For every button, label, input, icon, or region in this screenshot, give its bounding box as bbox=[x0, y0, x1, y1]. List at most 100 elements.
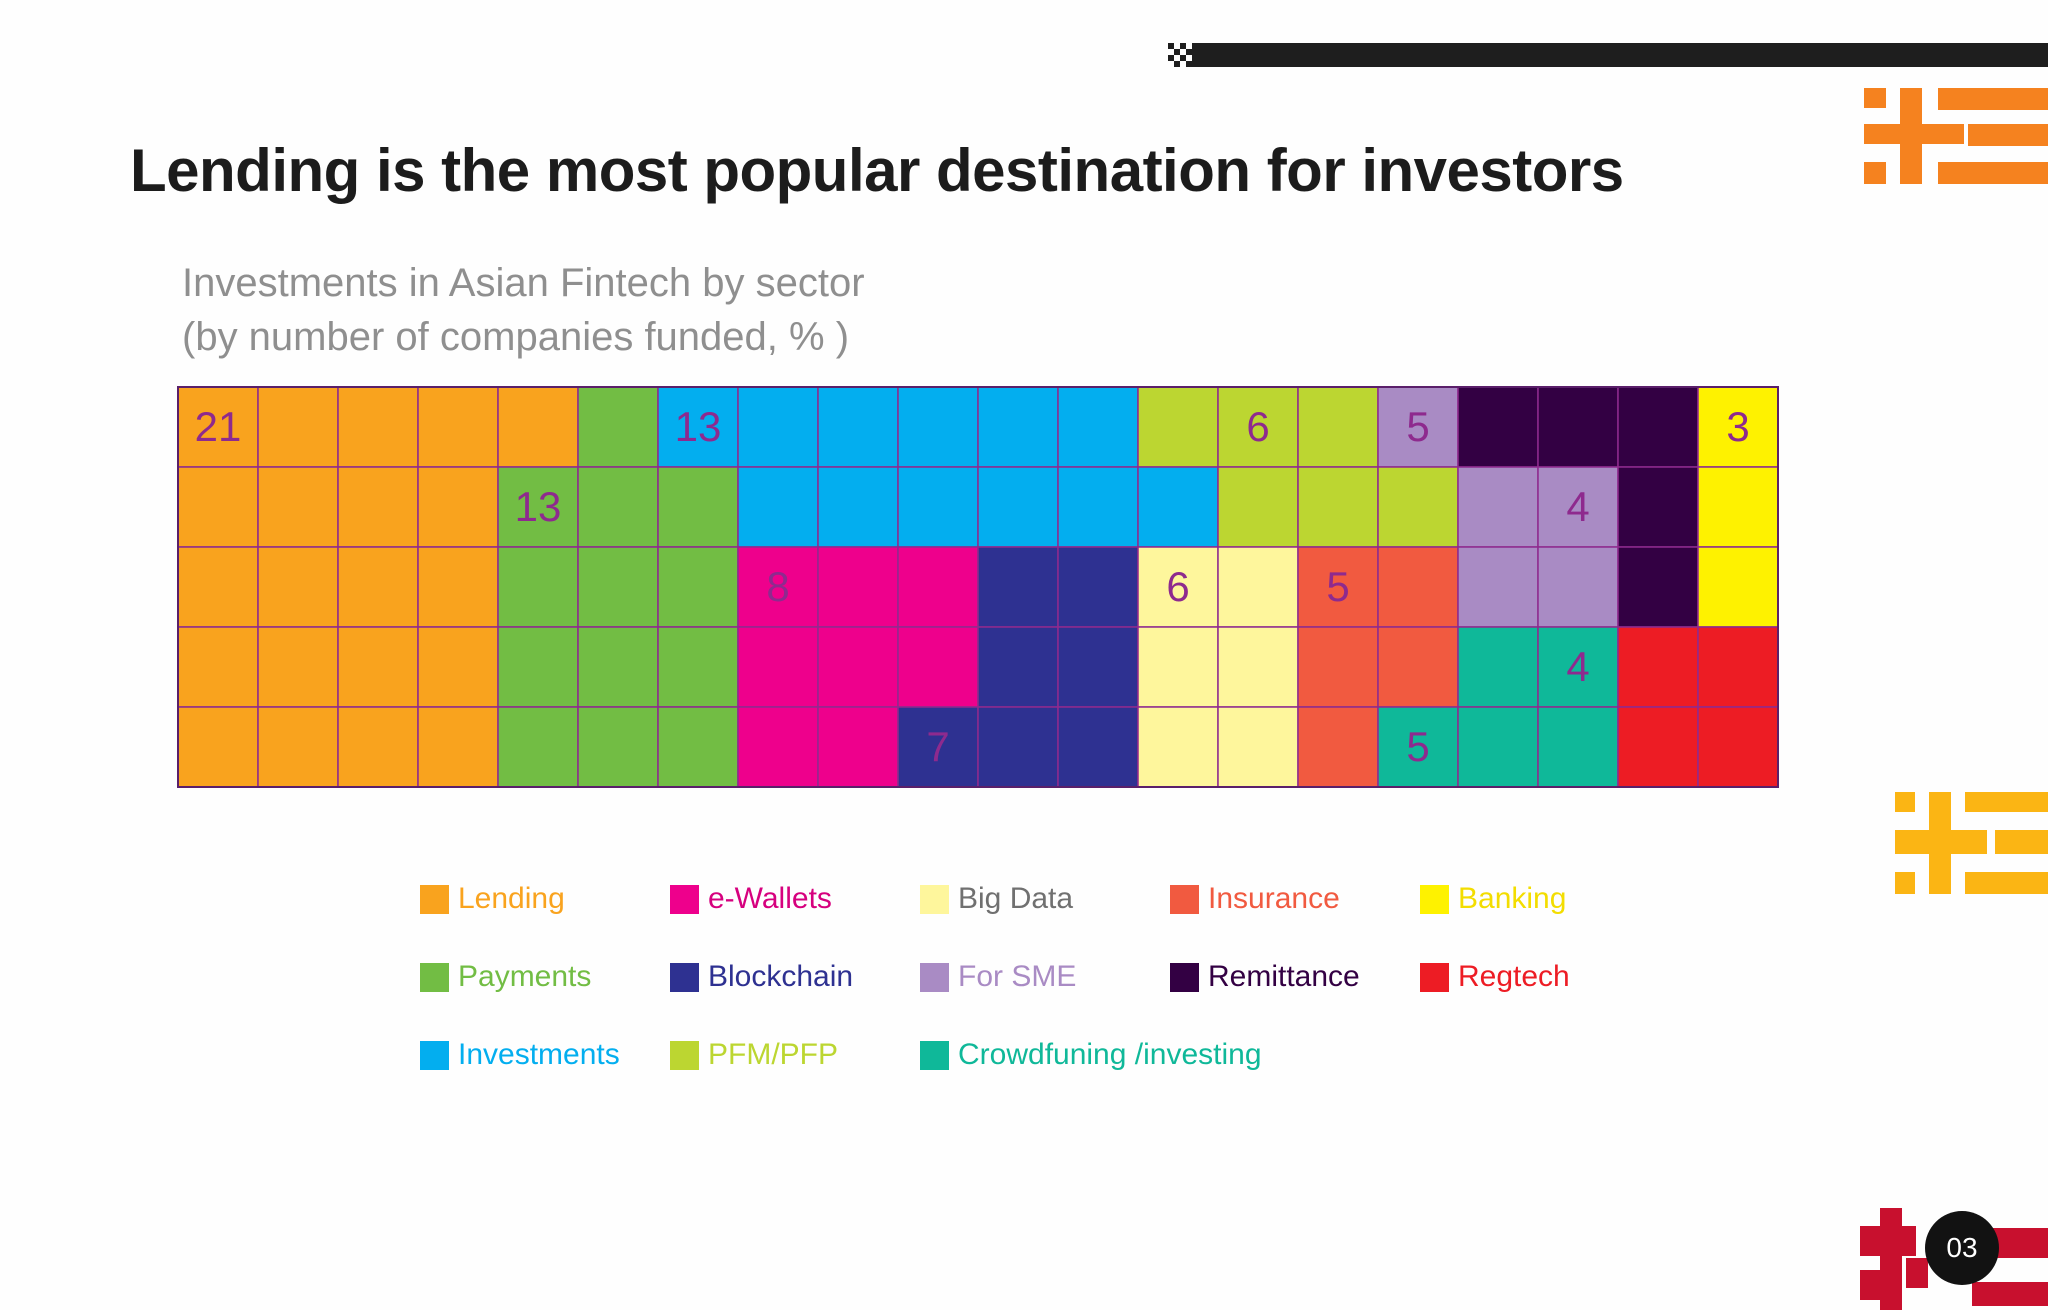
yellow-pixel-logo bbox=[1895, 792, 2048, 894]
waffle-cell-investments bbox=[897, 466, 979, 548]
value-label-investments: 13 bbox=[675, 403, 722, 450]
legend-swatch bbox=[1420, 962, 1449, 992]
waffle-cell-lending bbox=[177, 706, 259, 788]
legend-label: e-Wallets bbox=[708, 882, 832, 915]
waffle-cell-blockchain bbox=[1057, 546, 1139, 628]
waffle-cell-pfm-pfp bbox=[1377, 466, 1459, 548]
value-label-banking: 3 bbox=[1726, 403, 1749, 450]
top-bar bbox=[1192, 43, 2048, 67]
waffle-cell-investments bbox=[977, 386, 1059, 468]
waffle-cell-insurance bbox=[1377, 546, 1459, 628]
legend-label: Lending bbox=[458, 882, 565, 915]
legend-item-remittance: Remittance bbox=[1170, 958, 1420, 996]
legend-swatch bbox=[670, 884, 699, 914]
legend-item-pfm-pfp: PFM/PFP bbox=[670, 1036, 920, 1074]
page-title: Lending is the most popular destination … bbox=[130, 137, 1624, 204]
legend-label: Remittance bbox=[1208, 960, 1360, 993]
orange-pixel-logo bbox=[1864, 88, 2048, 186]
legend-label: Banking bbox=[1458, 882, 1567, 915]
legend-item-banking: Banking bbox=[1420, 880, 1640, 918]
waffle-cell-lending bbox=[417, 466, 499, 548]
value-label-payments: 13 bbox=[515, 483, 562, 530]
waffle-cell-lending bbox=[257, 546, 339, 628]
legend-item-for-sme: For SME bbox=[920, 958, 1170, 996]
waffle-cell-investments bbox=[817, 466, 899, 548]
waffle-cell-crowdfuning-investing bbox=[1537, 626, 1619, 708]
waffle-cell-insurance bbox=[1377, 626, 1459, 708]
legend-item-investments: Investments bbox=[420, 1036, 670, 1074]
waffle-cell-big-data bbox=[1137, 706, 1219, 788]
legend-label: Crowdfuning /investing bbox=[958, 1038, 1262, 1071]
waffle-cell-payments bbox=[577, 386, 659, 468]
legend-item-crowdfuning-investing: Crowdfuning /investing bbox=[920, 1036, 1262, 1074]
waffle-cell-lending bbox=[257, 626, 339, 708]
chart-subtitle-line-1: Investments in Asian Fintech by sector bbox=[182, 261, 865, 305]
legend-swatch bbox=[1420, 884, 1449, 914]
waffle-cell-blockchain bbox=[1057, 626, 1139, 708]
value-label-regtech: 4 bbox=[1566, 643, 1589, 690]
legend-item-big-data: Big Data bbox=[920, 880, 1170, 918]
page-number-badge: 03 bbox=[1925, 1211, 1999, 1285]
waffle-cell-crowdfuning-investing bbox=[1377, 706, 1459, 788]
waffle-cell-lending bbox=[177, 466, 259, 548]
legend-label: Blockchain bbox=[708, 960, 854, 993]
value-label-e-wallets: 8 bbox=[766, 563, 789, 610]
waffle-cell-for-sme bbox=[1537, 466, 1619, 548]
waffle-border bbox=[177, 386, 1779, 788]
waffle-cell-pfm-pfp bbox=[1297, 386, 1379, 468]
value-label-big-data: 6 bbox=[1166, 563, 1189, 610]
waffle-cell-blockchain bbox=[1057, 706, 1139, 788]
waffle-cell-lending bbox=[177, 626, 259, 708]
waffle-chart: 21 13 13 8 7 6 6 5 5 5 4 4 3 bbox=[177, 386, 1779, 788]
value-label-blockchain: 7 bbox=[926, 723, 949, 770]
waffle-cell-e-wallets bbox=[817, 706, 899, 788]
waffle-cell-e-wallets bbox=[897, 546, 979, 628]
legend-label: For SME bbox=[958, 960, 1077, 993]
waffle-cell-payments bbox=[657, 626, 739, 708]
value-label-for-sme: 5 bbox=[1406, 403, 1429, 450]
waffle-cell-e-wallets bbox=[817, 626, 899, 708]
waffle-cell-for-sme bbox=[1457, 466, 1539, 548]
legend-swatch bbox=[920, 962, 949, 992]
waffle-cell-pfm-pfp bbox=[1297, 466, 1379, 548]
waffle-cell-investments bbox=[737, 466, 819, 548]
legend-label: Investments bbox=[458, 1038, 620, 1071]
legend-item-regtech: Regtech bbox=[1420, 958, 1640, 996]
waffle-cell-lending bbox=[417, 546, 499, 628]
legend-label: Insurance bbox=[1208, 882, 1340, 915]
waffle-cell-regtech bbox=[1617, 706, 1699, 788]
waffle-cell-for-sme bbox=[1457, 546, 1539, 628]
waffle-cell-investments bbox=[737, 386, 819, 468]
waffle-cell-payments bbox=[577, 706, 659, 788]
waffle-cell-pfm-pfp bbox=[1217, 466, 1299, 548]
waffle-cell-e-wallets bbox=[897, 626, 979, 708]
waffle-cell-lending bbox=[337, 626, 419, 708]
legend-item-blockchain: Blockchain bbox=[670, 958, 920, 996]
waffle-cell-blockchain bbox=[977, 706, 1059, 788]
chart-subtitle: Investments in Asian Fintech by sector (… bbox=[182, 256, 865, 364]
waffle-cell-lending bbox=[257, 466, 339, 548]
legend-swatch bbox=[420, 962, 449, 992]
legend-label: Payments bbox=[458, 960, 592, 993]
waffle-cell-investments bbox=[1057, 466, 1139, 548]
waffle-cell-payments bbox=[657, 466, 739, 548]
value-label-crowdfuning-investing: 5 bbox=[1406, 723, 1429, 770]
waffle-cell-insurance bbox=[1297, 546, 1379, 628]
value-label-pfm-pfp: 6 bbox=[1246, 403, 1269, 450]
waffle-cell-e-wallets bbox=[737, 626, 819, 708]
waffle-cell-banking bbox=[1697, 466, 1779, 548]
waffle-cell-investments bbox=[977, 466, 1059, 548]
waffle-cell-lending bbox=[177, 546, 259, 628]
waffle-cell-lending bbox=[337, 386, 419, 468]
waffle-cell-blockchain bbox=[897, 706, 979, 788]
legend-label: PFM/PFP bbox=[708, 1038, 839, 1071]
waffle-cell-lending bbox=[417, 386, 499, 468]
waffle-cell-big-data bbox=[1137, 626, 1219, 708]
waffle-cell-big-data bbox=[1217, 626, 1299, 708]
waffle-cell-payments bbox=[657, 546, 739, 628]
waffle-cell-payments bbox=[497, 706, 579, 788]
waffle-cell-payments bbox=[497, 546, 579, 628]
waffle-cell-for-sme bbox=[1537, 546, 1619, 628]
waffle-cell-lending bbox=[497, 386, 579, 468]
waffle-cell-investments bbox=[1057, 386, 1139, 468]
